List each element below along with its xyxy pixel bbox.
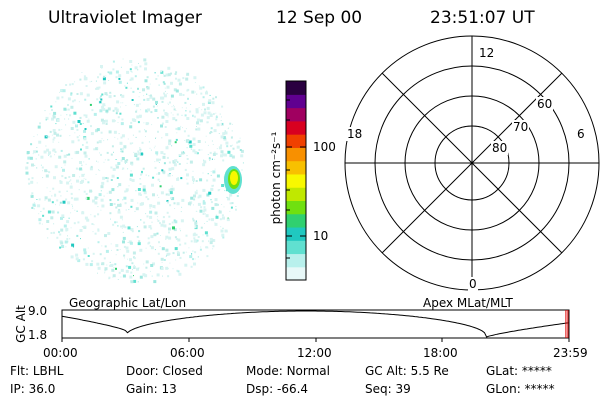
colorbar-cell: [286, 240, 306, 255]
image-panel-label: Geographic Lat/Lon: [69, 296, 187, 310]
colorbar-cell: [286, 266, 306, 281]
mlat-label-80: 80: [491, 141, 509, 155]
polar-diagonal-2: [381, 72, 563, 254]
gc-alt-ylabel: GC Alt: [13, 305, 28, 343]
status-flt: Flt: LBHL: [10, 364, 64, 378]
status-door: Door: Closed: [126, 364, 203, 378]
status-gc-alt: GC Alt: 5.5 Re: [365, 364, 449, 378]
status-gain: Gain: 13: [126, 382, 177, 396]
gc-alt-xtick-1: 06:00: [170, 346, 205, 360]
status-dsp: Dsp: -66.4: [246, 382, 309, 396]
colorbar-cell: [286, 134, 306, 148]
uvi-image-speckles: [25, 58, 244, 284]
status-mode: Mode: Normal: [246, 364, 330, 378]
colorbar-cell: [286, 120, 306, 135]
colorbar-cell: [286, 81, 306, 95]
mlat-label-70: 70: [512, 120, 530, 134]
mlt-label-18: 18: [346, 127, 364, 141]
colorbar-cell: [286, 253, 306, 268]
mlat-label-60: 60: [536, 97, 554, 111]
colorbar-cell: [286, 173, 306, 188]
colorbar-tick-100: 100: [313, 140, 336, 154]
gc-alt-ytick-top: 9.0: [28, 304, 48, 318]
colorbar-cell: [286, 160, 306, 175]
colorbar-tick-10: 10: [313, 229, 329, 243]
colorbar-cell: [286, 213, 306, 228]
gc-alt-xtick-2: 12:00: [297, 346, 332, 360]
colorbar-cell: [286, 94, 306, 109]
instrument-title: Ultraviolet Imager: [48, 8, 202, 28]
polar-panel-label: Apex MLat/MLT: [423, 296, 513, 310]
status-glat: GLat: *****: [486, 364, 552, 378]
colorbar-cell: [286, 226, 306, 241]
mlt-label-12: 12: [478, 46, 496, 60]
colorbar-cell: [286, 187, 306, 201]
status-glon: GLon: *****: [486, 382, 555, 396]
colorbar-cell: [286, 107, 306, 122]
gc-alt-xtick-0: 00:00: [43, 346, 78, 360]
gc-alt-frame: [61, 309, 570, 339]
colorbar-cell: [286, 147, 306, 162]
gc-alt-ytick-bottom: 1.8: [28, 328, 48, 342]
gc-alt-curve: [61, 310, 570, 338]
status-seq: Seq: 39: [365, 382, 411, 396]
gc-alt-xtick-4: 23:59: [553, 346, 588, 360]
mlt-label-6: 6: [576, 127, 586, 141]
date-label: 12 Sep 00: [276, 8, 363, 28]
status-ip: IP: 36.0: [10, 382, 56, 396]
auroral-hotspot: [224, 166, 242, 194]
mlt-label-0: 0: [468, 277, 478, 291]
colorbar-cell: [286, 200, 306, 215]
gc-alt-xtick-3: 18:00: [423, 346, 458, 360]
time-label: 23:51:07 UT: [430, 8, 535, 28]
